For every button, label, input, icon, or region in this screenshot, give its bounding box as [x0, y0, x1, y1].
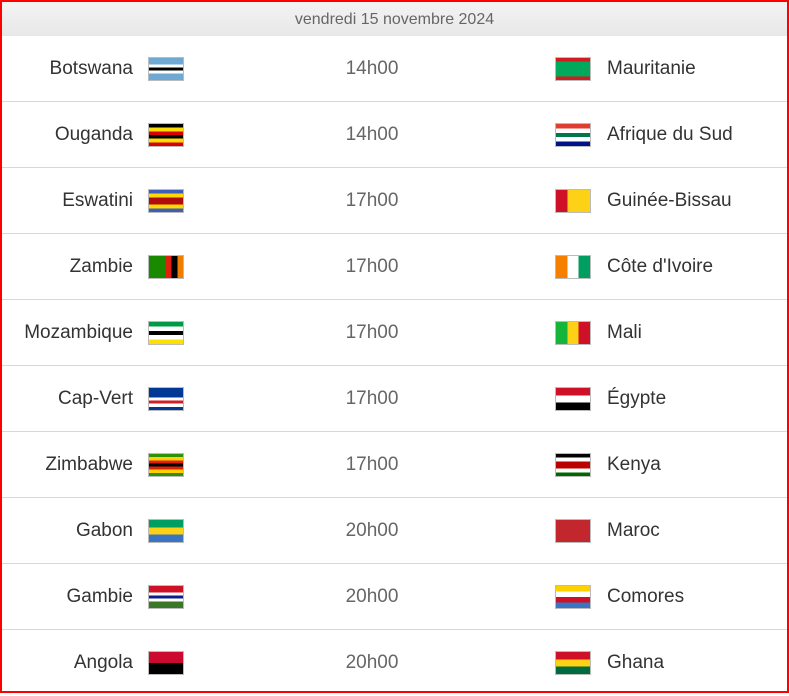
match-row[interactable]: Cap-Vert 17h00 Égypte — [2, 366, 787, 432]
home-team: Gambie — [66, 586, 133, 607]
home-team: Eswatini — [62, 190, 133, 211]
away-flag-icon — [555, 321, 591, 345]
kickoff-time: 20h00 — [345, 652, 399, 673]
home-team: Mozambique — [24, 322, 133, 343]
away-flag-icon — [555, 387, 591, 411]
away-flag-icon — [555, 255, 591, 279]
kickoff-time: 17h00 — [345, 190, 399, 211]
away-team: Comores — [607, 586, 685, 607]
kickoff-time: 20h00 — [345, 520, 399, 541]
match-row[interactable]: Botswana 14h00 Mauritanie — [2, 36, 787, 102]
away-team: Afrique du Sud — [607, 124, 733, 145]
match-row[interactable]: Zimbabwe 17h00 Kenya — [2, 432, 787, 498]
away-flag-icon — [555, 57, 591, 81]
home-flag-icon — [148, 453, 184, 477]
home-flag-icon — [148, 387, 184, 411]
kickoff-time: 17h00 — [345, 256, 399, 277]
away-team: Mauritanie — [607, 58, 696, 79]
away-flag-icon — [555, 651, 591, 675]
home-team: Zimbabwe — [45, 454, 133, 475]
home-team: Gabon — [75, 520, 133, 541]
away-team: Maroc — [607, 520, 660, 541]
match-row[interactable]: Mozambique 17h00 Mali — [2, 300, 787, 366]
match-row[interactable]: Gambie 20h00 Comores — [2, 564, 787, 630]
kickoff-time: 17h00 — [345, 388, 399, 409]
away-team: Côte d'Ivoire — [607, 256, 714, 277]
away-team: Mali — [607, 322, 642, 343]
home-team: Botswana — [49, 58, 133, 79]
home-flag-icon — [148, 189, 184, 213]
away-flag-icon — [555, 453, 591, 477]
match-row[interactable]: Angola 20h00 Ghana — [2, 630, 787, 695]
away-flag-icon — [555, 585, 591, 609]
away-team: Guinée-Bissau — [607, 190, 732, 211]
match-row[interactable]: Zambie 17h00 Côte d'Ivoire — [2, 234, 787, 300]
home-flag-icon — [148, 123, 184, 147]
kickoff-time: 14h00 — [345, 124, 399, 145]
home-team: Cap-Vert — [58, 388, 133, 409]
home-flag-icon — [148, 255, 184, 279]
away-team: Kenya — [607, 454, 661, 475]
kickoff-time: 17h00 — [345, 454, 399, 475]
match-row[interactable]: Gabon 20h00 Maroc — [2, 498, 787, 564]
match-row[interactable]: Eswatini 17h00 Guinée-Bissau — [2, 168, 787, 234]
away-team: Ghana — [607, 652, 665, 673]
home-team: Zambie — [69, 256, 133, 277]
home-flag-icon — [148, 585, 184, 609]
away-flag-icon — [555, 519, 591, 543]
away-team: Égypte — [607, 388, 667, 409]
match-row[interactable]: Ouganda 14h00 Afrique du Sud — [2, 102, 787, 168]
kickoff-time: 14h00 — [345, 58, 399, 79]
kickoff-time: 17h00 — [345, 322, 399, 343]
date-header: vendredi 15 novembre 2024 — [2, 2, 787, 36]
home-flag-icon — [148, 321, 184, 345]
home-team: Angola — [73, 652, 133, 673]
away-flag-icon — [555, 189, 591, 213]
home-flag-icon — [148, 651, 184, 675]
home-team: Ouganda — [54, 124, 133, 145]
kickoff-time: 20h00 — [345, 586, 399, 607]
away-flag-icon — [555, 123, 591, 147]
home-flag-icon — [148, 519, 184, 543]
home-flag-icon — [148, 57, 184, 81]
